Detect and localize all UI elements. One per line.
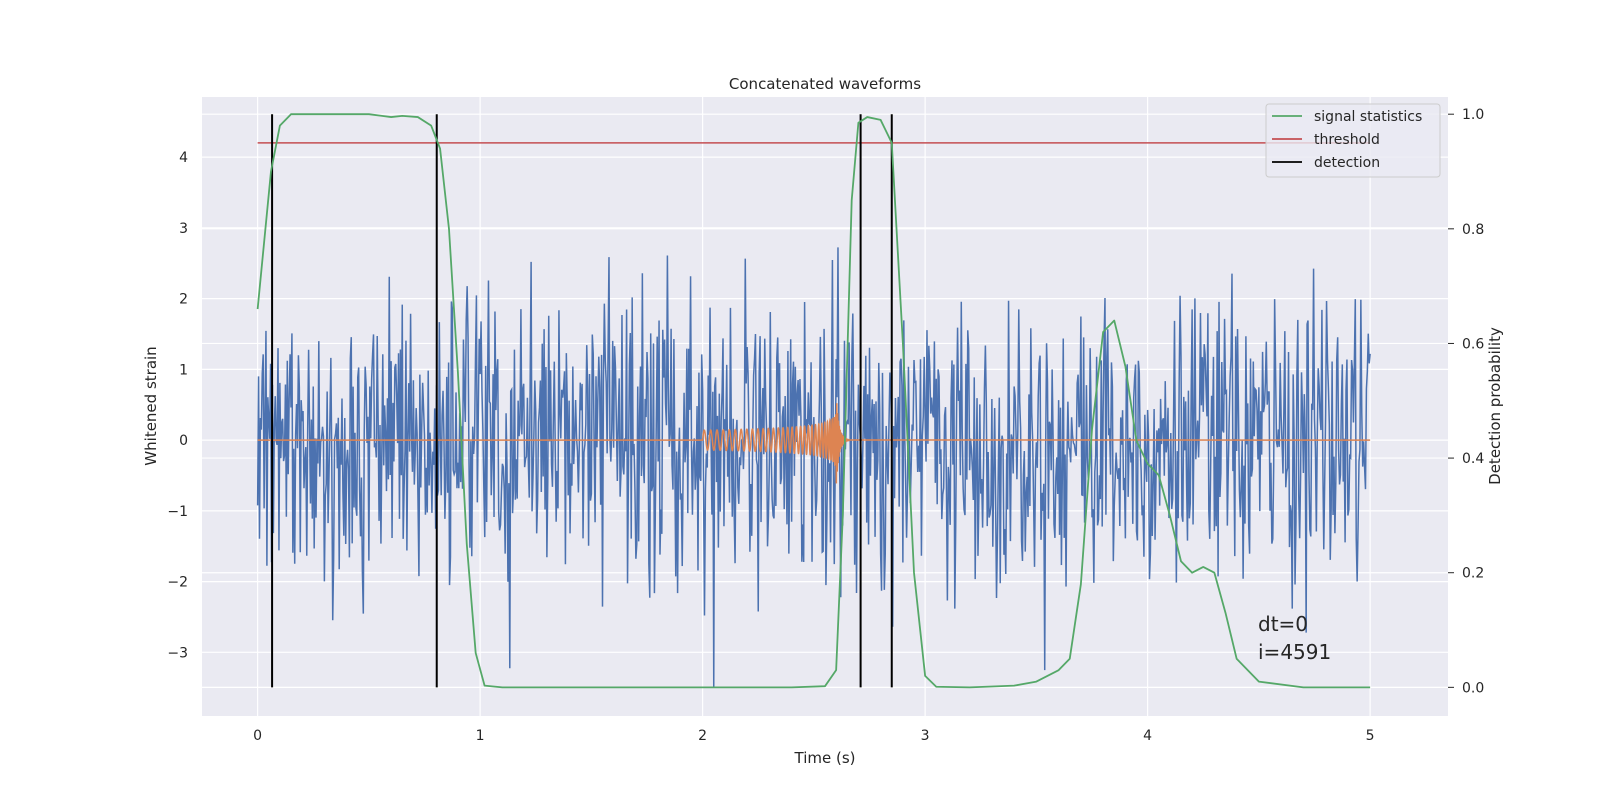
y-left-tick-label-4: 1 [179,362,188,378]
y-left-axis-label: Whitened strain [142,346,160,465]
y-left-tick-label-1: −2 [167,575,188,591]
x-tick-label-0: 0 [253,728,262,744]
y-right-tick-label-2: 0.4 [1462,451,1484,467]
legend: signal statistics threshold detection [1265,103,1441,178]
x-ticks: 0 1 2 3 4 5 [253,728,1374,744]
chart-title: Concatenated waveforms [729,75,921,93]
y-left-tick-label-6: 3 [179,221,188,237]
x-tick-label-4: 4 [1143,728,1152,744]
whitened-strain-line [256,247,1371,688]
annotation-dt: dt=0 [1258,612,1308,636]
y-right-tick-label-3: 0.6 [1462,336,1484,352]
x-tick-label-2: 2 [698,728,707,744]
y-right-tick-label-5: 1.0 [1462,107,1484,123]
x-tick-label-5: 5 [1366,728,1375,744]
y-left-tick-label-2: −1 [167,504,188,520]
legend-label-signal-statistics: signal statistics [1314,109,1422,125]
y-left-ticks: −3 −2 −1 0 1 2 3 4 [167,150,188,661]
y-left-tick-label-7: 4 [179,150,188,166]
signal-statistics-series [256,113,1371,689]
y-left-tick-label-0: −3 [167,645,188,661]
signal-statistics-line [256,113,1371,689]
legend-box [1265,103,1441,178]
injected-waveform-line [257,403,1371,484]
y-right-axis-label: Detection probability [1486,327,1504,485]
y-right-tick-label-4: 0.8 [1462,222,1484,238]
legend-label-detection: detection [1314,155,1380,171]
injected-waveform-series [257,403,1371,484]
detection-series [271,114,893,688]
y-right-tick-label-0: 0.0 [1462,680,1484,696]
x-tick-label-3: 3 [921,728,930,744]
annotation-index: i=4591 [1258,640,1331,664]
y-left-tick-label-3: 0 [179,433,188,449]
legend-label-threshold: threshold [1314,132,1380,148]
whitened-strain-series [256,247,1371,688]
y-right-tick-label-1: 0.2 [1462,566,1484,582]
x-tick-label-1: 1 [476,728,485,744]
x-axis-label: Time (s) [794,749,856,767]
y-left-tick-label-5: 2 [179,292,188,308]
y-right-ticks: 0.0 0.2 0.4 0.6 0.8 1.0 [1448,107,1484,696]
